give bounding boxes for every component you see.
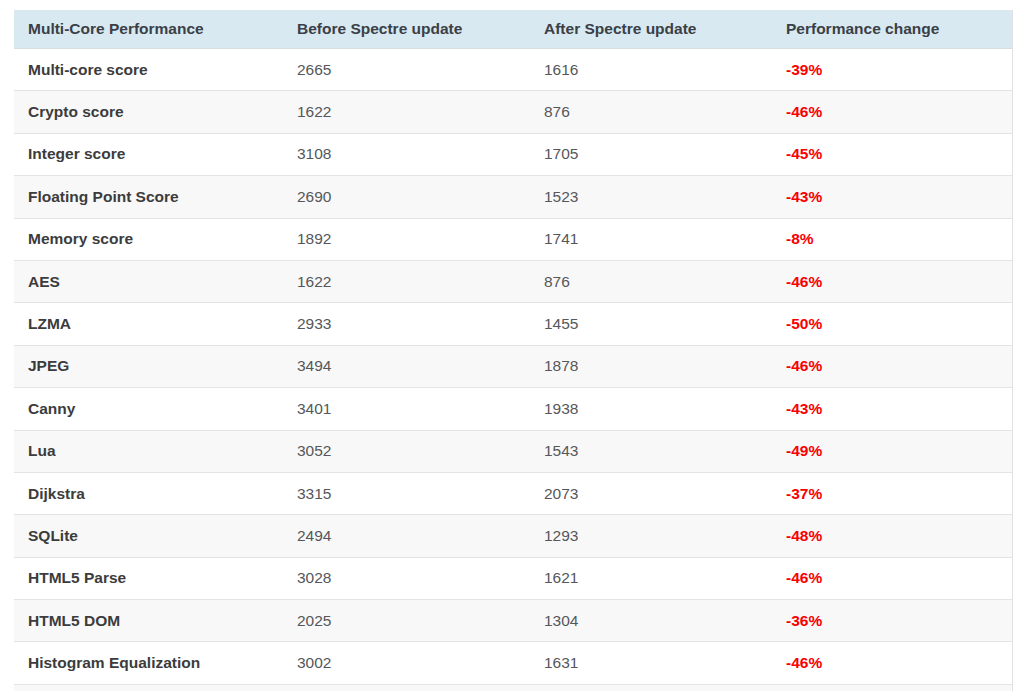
performance-change-cell: -46% — [772, 345, 1012, 387]
page: Multi-Core Performance Before Spectre up… — [0, 0, 1024, 691]
after-update-value-cell: 1616 — [530, 49, 772, 91]
column-header-after-update: After Spectre update — [530, 10, 772, 49]
table-row: SQLite24941293-48% — [14, 515, 1012, 557]
after-update-value-cell: 1878 — [530, 345, 772, 387]
performance-change-cell: -45% — [772, 133, 1012, 175]
after-update-value-cell: 1631 — [530, 642, 772, 684]
table-row: Crypto score1622876-46% — [14, 91, 1012, 133]
after-update-value-cell: 1741 — [530, 218, 772, 260]
before-update-value-cell: 2933 — [283, 303, 530, 345]
after-update-value-cell: 876 — [530, 260, 772, 302]
column-header-before-update: Before Spectre update — [283, 10, 530, 49]
after-update-value-cell: 1705 — [530, 133, 772, 175]
table-row: Canny34011938-43% — [14, 388, 1012, 430]
table-row: Integer score31081705-45% — [14, 133, 1012, 175]
row-label-cell: Crypto score — [14, 91, 283, 133]
performance-change-cell: -37% — [772, 472, 1012, 514]
after-update-value-cell: 1304 — [530, 600, 772, 642]
row-label-cell: Floating Point Score — [14, 176, 283, 218]
performance-change-cell: -39% — [772, 49, 1012, 91]
performance-change-cell: -43% — [772, 176, 1012, 218]
row-label-cell: HTML5 Parse — [14, 557, 283, 599]
table-body: Multi-core score26651616-39%Crypto score… — [14, 49, 1012, 685]
before-update-value-cell: 2665 — [283, 49, 530, 91]
table-row: Memory score18921741-8% — [14, 218, 1012, 260]
table-row: AES1622876-46% — [14, 260, 1012, 302]
performance-change-cell: -46% — [772, 260, 1012, 302]
performance-change-cell: -48% — [772, 515, 1012, 557]
after-update-value-cell: 1938 — [530, 388, 772, 430]
before-update-value-cell: 3002 — [283, 642, 530, 684]
row-label-cell: Multi-core score — [14, 49, 283, 91]
partial-next-row — [14, 685, 1013, 691]
row-label-cell: JPEG — [14, 345, 283, 387]
row-label-cell: Dijkstra — [14, 472, 283, 514]
before-update-value-cell: 1622 — [283, 260, 530, 302]
after-update-value-cell: 1455 — [530, 303, 772, 345]
row-label-cell: HTML5 DOM — [14, 600, 283, 642]
performance-change-cell: -46% — [772, 557, 1012, 599]
header-row: Multi-Core Performance Before Spectre up… — [14, 10, 1012, 49]
before-update-value-cell: 2690 — [283, 176, 530, 218]
before-update-value-cell: 1622 — [283, 91, 530, 133]
table-row: Dijkstra33152073-37% — [14, 472, 1012, 514]
row-label-cell: AES — [14, 260, 283, 302]
after-update-value-cell: 2073 — [530, 472, 772, 514]
performance-table: Multi-Core Performance Before Spectre up… — [14, 10, 1013, 685]
performance-change-cell: -36% — [772, 600, 1012, 642]
performance-change-cell: -46% — [772, 91, 1012, 133]
before-update-value-cell: 3315 — [283, 472, 530, 514]
table-row: Multi-core score26651616-39% — [14, 49, 1012, 91]
performance-change-cell: -8% — [772, 218, 1012, 260]
after-update-value-cell: 876 — [530, 91, 772, 133]
after-update-value-cell: 1543 — [530, 430, 772, 472]
table-row: Lua30521543-49% — [14, 430, 1012, 472]
performance-change-cell: -43% — [772, 388, 1012, 430]
performance-change-cell: -46% — [772, 642, 1012, 684]
after-update-value-cell: 1523 — [530, 176, 772, 218]
before-update-value-cell: 3108 — [283, 133, 530, 175]
performance-change-cell: -50% — [772, 303, 1012, 345]
column-header-performance-change: Performance change — [772, 10, 1012, 49]
table-row: LZMA29331455-50% — [14, 303, 1012, 345]
after-update-value-cell: 1621 — [530, 557, 772, 599]
performance-change-cell: -49% — [772, 430, 1012, 472]
row-label-cell: Integer score — [14, 133, 283, 175]
after-update-value-cell: 1293 — [530, 515, 772, 557]
before-update-value-cell: 2494 — [283, 515, 530, 557]
before-update-value-cell: 1892 — [283, 218, 530, 260]
column-header-metric: Multi-Core Performance — [14, 10, 283, 49]
before-update-value-cell: 3401 — [283, 388, 530, 430]
table-row: Floating Point Score26901523-43% — [14, 176, 1012, 218]
row-label-cell: Lua — [14, 430, 283, 472]
before-update-value-cell: 3052 — [283, 430, 530, 472]
before-update-value-cell: 3494 — [283, 345, 530, 387]
row-label-cell: Canny — [14, 388, 283, 430]
row-label-cell: Memory score — [14, 218, 283, 260]
table-row: HTML5 DOM20251304-36% — [14, 600, 1012, 642]
before-update-value-cell: 3028 — [283, 557, 530, 599]
row-label-cell: SQLite — [14, 515, 283, 557]
before-update-value-cell: 2025 — [283, 600, 530, 642]
table-row: Histogram Equalization30021631-46% — [14, 642, 1012, 684]
table-row: JPEG34941878-46% — [14, 345, 1012, 387]
table-row: HTML5 Parse30281621-46% — [14, 557, 1012, 599]
row-label-cell: Histogram Equalization — [14, 642, 283, 684]
row-label-cell: LZMA — [14, 303, 283, 345]
